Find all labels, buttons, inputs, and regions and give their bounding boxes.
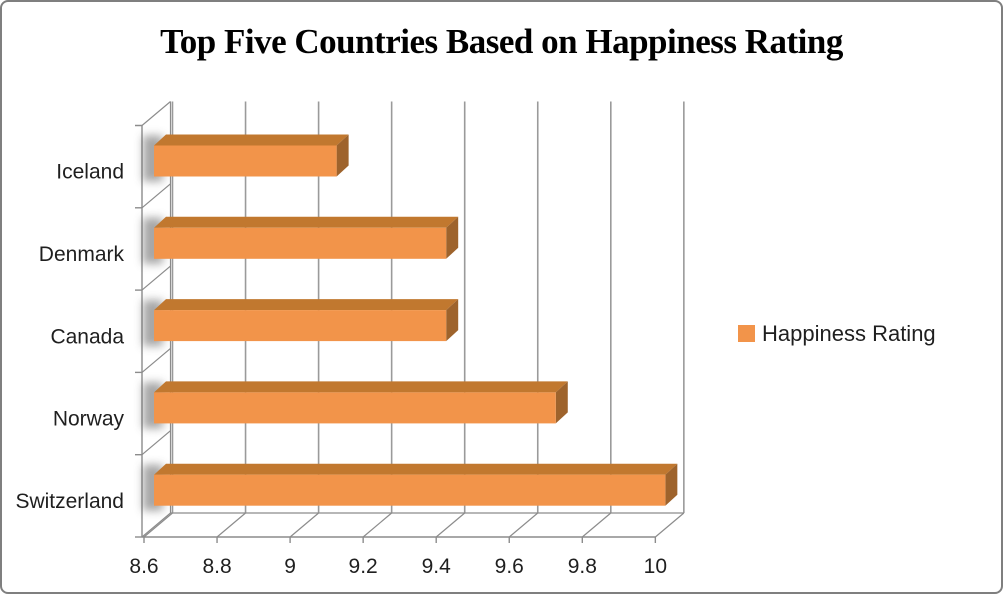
chart-title: Top Five Countries Based on Happiness Ra…: [160, 22, 843, 61]
floor-depth-line: [435, 512, 466, 538]
bar-top-face-iceland: [154, 134, 349, 146]
bar-switzerland: [154, 474, 666, 506]
x-tick-label-10: 10: [644, 555, 667, 578]
wall-category-line: [141, 512, 171, 538]
wall-category-line: [141, 347, 171, 373]
wall-category-line: [141, 101, 171, 126]
bar-top-face-switzerland: [154, 463, 678, 475]
bar-norway: [154, 392, 556, 424]
x-tick-label-9.8: 9.8: [568, 555, 597, 578]
bar-top-face-denmark: [154, 216, 459, 228]
category-label-switzerland: Switzerland: [15, 490, 124, 513]
bar-top-face-canada: [154, 299, 459, 311]
category-label-iceland: Iceland: [56, 161, 124, 184]
category-label-denmark: Denmark: [39, 243, 125, 266]
bar-side-face-switzerland: [665, 463, 678, 506]
x-tick-label-9: 9: [284, 555, 296, 578]
bar-canada: [154, 310, 447, 342]
category-label-norway: Norway: [53, 408, 125, 431]
category-label-canada: Canada: [50, 325, 124, 348]
legend-label: Happiness Rating: [762, 321, 936, 346]
floor-depth-line: [654, 512, 685, 538]
floor-depth-line: [143, 512, 173, 538]
legend: Happiness Rating: [738, 322, 936, 345]
bar-side-face-denmark: [446, 216, 459, 259]
floor-depth-line: [581, 512, 612, 538]
bar-denmark: [154, 227, 447, 259]
wall-category-line: [141, 183, 171, 209]
legend-swatch: [738, 325, 755, 342]
x-tick-label-8.8: 8.8: [202, 555, 231, 578]
bar-side-face-canada: [446, 299, 459, 342]
wall-category-line: [141, 265, 171, 291]
x-tick-label-9.6: 9.6: [495, 555, 524, 578]
bar-iceland: [154, 145, 337, 177]
floor-depth-line: [289, 512, 319, 538]
wall-category-line: [141, 430, 171, 456]
floor-depth-line: [508, 512, 539, 538]
bar-top-face-norway: [154, 381, 568, 393]
bar-side-face-norway: [555, 381, 568, 424]
x-tick-label-9.2: 9.2: [349, 555, 378, 578]
floor-depth-line: [362, 512, 393, 538]
bar-side-face-iceland: [336, 134, 349, 177]
floor-depth-line: [216, 512, 246, 538]
x-tick-label-9.4: 9.4: [422, 555, 452, 578]
x-tick-label-8.6: 8.6: [129, 555, 158, 578]
